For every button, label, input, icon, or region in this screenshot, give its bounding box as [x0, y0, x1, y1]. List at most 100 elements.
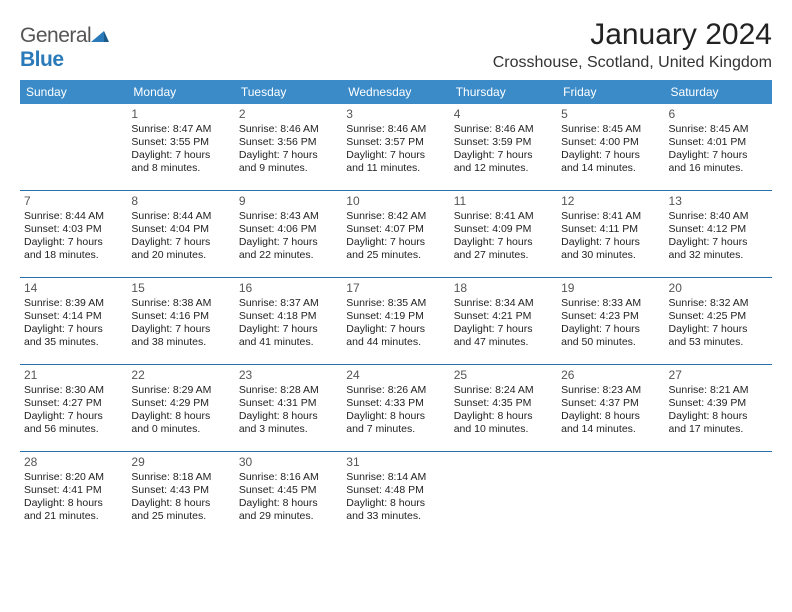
day-info-line: Daylight: 7 hours	[454, 236, 553, 249]
day-info-line: Sunrise: 8:37 AM	[239, 297, 338, 310]
day-info-line: Sunset: 4:31 PM	[239, 397, 338, 410]
day-number: 26	[561, 368, 660, 383]
day-info-line: and 29 minutes.	[239, 510, 338, 523]
day-info-line: Sunset: 4:41 PM	[24, 484, 123, 497]
title-block: January 2024 Crosshouse, Scotland, Unite…	[493, 18, 772, 72]
day-info-line: Sunrise: 8:14 AM	[346, 471, 445, 484]
day-cell: 1Sunrise: 8:47 AMSunset: 3:55 PMDaylight…	[127, 104, 234, 190]
day-cell: 21Sunrise: 8:30 AMSunset: 4:27 PMDayligh…	[20, 365, 127, 451]
day-number: 11	[454, 194, 553, 209]
day-number: 9	[239, 194, 338, 209]
day-number: 16	[239, 281, 338, 296]
day-info-line: and 7 minutes.	[346, 423, 445, 436]
day-info-line: Sunrise: 8:46 AM	[346, 123, 445, 136]
day-info-line: Sunset: 3:55 PM	[131, 136, 230, 149]
day-cell: 24Sunrise: 8:26 AMSunset: 4:33 PMDayligh…	[342, 365, 449, 451]
day-info-line: and 16 minutes.	[669, 162, 768, 175]
day-info-line: Sunset: 4:19 PM	[346, 310, 445, 323]
day-info-line: Sunrise: 8:38 AM	[131, 297, 230, 310]
day-info-line: Sunset: 4:43 PM	[131, 484, 230, 497]
day-info-line: and 50 minutes.	[561, 336, 660, 349]
day-info-line: Sunrise: 8:30 AM	[24, 384, 123, 397]
day-info-line: and 56 minutes.	[24, 423, 123, 436]
day-info-line: Daylight: 7 hours	[24, 323, 123, 336]
day-info-line: Sunset: 4:03 PM	[24, 223, 123, 236]
week-row: 7Sunrise: 8:44 AMSunset: 4:03 PMDaylight…	[20, 191, 772, 278]
week-row: 14Sunrise: 8:39 AMSunset: 4:14 PMDayligh…	[20, 278, 772, 365]
day-info-line: Daylight: 8 hours	[346, 497, 445, 510]
day-info-line: Sunset: 4:12 PM	[669, 223, 768, 236]
day-info-line: and 30 minutes.	[561, 249, 660, 262]
day-info-line: Sunset: 4:09 PM	[454, 223, 553, 236]
day-cell: 8Sunrise: 8:44 AMSunset: 4:04 PMDaylight…	[127, 191, 234, 277]
day-cell: 10Sunrise: 8:42 AMSunset: 4:07 PMDayligh…	[342, 191, 449, 277]
day-info-line: Daylight: 7 hours	[454, 323, 553, 336]
day-info-line: and 21 minutes.	[24, 510, 123, 523]
day-cell	[665, 452, 772, 538]
brand-logo: GeneralBlue	[20, 18, 109, 72]
day-number: 18	[454, 281, 553, 296]
day-info-line: Sunset: 4:04 PM	[131, 223, 230, 236]
day-info-line: Daylight: 7 hours	[561, 149, 660, 162]
day-number: 23	[239, 368, 338, 383]
day-cell: 2Sunrise: 8:46 AMSunset: 3:56 PMDaylight…	[235, 104, 342, 190]
day-info-line: Daylight: 8 hours	[454, 410, 553, 423]
day-info-line: Sunset: 4:00 PM	[561, 136, 660, 149]
day-info-line: and 0 minutes.	[131, 423, 230, 436]
day-info-line: Daylight: 7 hours	[669, 323, 768, 336]
day-cell: 27Sunrise: 8:21 AMSunset: 4:39 PMDayligh…	[665, 365, 772, 451]
day-cell: 18Sunrise: 8:34 AMSunset: 4:21 PMDayligh…	[450, 278, 557, 364]
day-number: 13	[669, 194, 768, 209]
day-info-line: Daylight: 8 hours	[131, 410, 230, 423]
day-info-line: and 12 minutes.	[454, 162, 553, 175]
day-info-line: Sunrise: 8:33 AM	[561, 297, 660, 310]
day-info-line: and 17 minutes.	[669, 423, 768, 436]
day-info-line: Sunset: 4:35 PM	[454, 397, 553, 410]
day-info-line: and 44 minutes.	[346, 336, 445, 349]
day-cell: 6Sunrise: 8:45 AMSunset: 4:01 PMDaylight…	[665, 104, 772, 190]
day-cell: 17Sunrise: 8:35 AMSunset: 4:19 PMDayligh…	[342, 278, 449, 364]
day-cell: 12Sunrise: 8:41 AMSunset: 4:11 PMDayligh…	[557, 191, 664, 277]
day-info-line: Sunrise: 8:47 AM	[131, 123, 230, 136]
day-cell: 9Sunrise: 8:43 AMSunset: 4:06 PMDaylight…	[235, 191, 342, 277]
brand-name-part2: Blue	[20, 48, 64, 71]
weeks-container: 1Sunrise: 8:47 AMSunset: 3:55 PM Daylight…	[20, 104, 772, 538]
month-title: January 2024	[493, 18, 772, 52]
day-number: 30	[239, 455, 338, 470]
day-cell: 28Sunrise: 8:20 AMSunset: 4:41 PMDayligh…	[20, 452, 127, 538]
week-row: 1Sunrise: 8:47 AMSunset: 3:55 PM Daylight…	[20, 104, 772, 191]
day-info-line: and 53 minutes.	[669, 336, 768, 349]
day-number: 6	[669, 107, 768, 122]
day-info-line: Sunrise: 8:35 AM	[346, 297, 445, 310]
day-info-line: and 32 minutes.	[669, 249, 768, 262]
brand-triangle-icon	[91, 24, 109, 48]
day-number: 1	[131, 107, 230, 122]
day-info-line: Daylight: 7 hours	[454, 149, 553, 162]
day-cell: 3Sunrise: 8:46 AMSunset: 3:57 PMDaylight…	[342, 104, 449, 190]
day-info-line: Sunrise: 8:26 AM	[346, 384, 445, 397]
calendar: SundayMondayTuesdayWednesdayThursdayFrid…	[20, 80, 772, 538]
day-info-line: Sunset: 4:21 PM	[454, 310, 553, 323]
day-info-line: Sunset: 4:27 PM	[24, 397, 123, 410]
day-info-line: Sunset: 4:18 PM	[239, 310, 338, 323]
week-row: 28Sunrise: 8:20 AMSunset: 4:41 PMDayligh…	[20, 452, 772, 538]
day-header: Wednesday	[342, 80, 449, 104]
day-info-line: Sunrise: 8:43 AM	[239, 210, 338, 223]
day-info-line: Sunset: 4:01 PM	[669, 136, 768, 149]
day-info-line: and 41 minutes.	[239, 336, 338, 349]
day-cell	[20, 104, 127, 190]
day-number: 12	[561, 194, 660, 209]
day-info-line: Sunrise: 8:18 AM	[131, 471, 230, 484]
day-info-line: and 25 minutes.	[346, 249, 445, 262]
day-info-line: and 14 minutes.	[561, 423, 660, 436]
day-cell	[557, 452, 664, 538]
day-info-line: Sunset: 4:16 PM	[131, 310, 230, 323]
day-info-line: and 27 minutes.	[454, 249, 553, 262]
day-number: 15	[131, 281, 230, 296]
day-info-line: Daylight: 8 hours	[561, 410, 660, 423]
day-info-line: Daylight: 7 hours	[239, 236, 338, 249]
brand-name: GeneralBlue	[20, 24, 109, 72]
day-info-line: Daylight: 8 hours	[239, 410, 338, 423]
day-number: 5	[561, 107, 660, 122]
day-info-line: Sunrise: 8:45 AM	[669, 123, 768, 136]
